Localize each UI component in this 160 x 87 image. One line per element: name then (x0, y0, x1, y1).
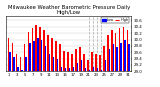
Bar (69, 68, 70, 71)
Bar (73, 67, 74, 71)
Bar (33, 41, 35, 71)
Bar (40, 27, 41, 71)
Bar (77, 63, 78, 71)
Bar (41, 39, 43, 71)
Bar (37, 38, 39, 71)
Bar (107, 35, 108, 71)
Bar (13, 57, 15, 71)
Bar (53, 57, 54, 71)
Bar (51, 38, 53, 71)
Bar (85, 68, 86, 71)
Bar (49, 54, 50, 71)
Legend: Low, High: Low, High (101, 17, 129, 23)
Bar (63, 51, 65, 71)
Bar (55, 41, 57, 71)
Bar (123, 27, 124, 71)
Bar (32, 28, 33, 71)
Title: Milwaukee Weather Barometric Pressure Daily High/Low: Milwaukee Weather Barometric Pressure Da… (8, 5, 130, 15)
Bar (57, 59, 58, 71)
Bar (127, 30, 128, 71)
Bar (8, 38, 9, 71)
Bar (112, 44, 114, 71)
Bar (79, 48, 81, 71)
Bar (87, 60, 89, 71)
Bar (21, 70, 23, 71)
Bar (59, 44, 61, 71)
Bar (44, 30, 45, 71)
Bar (71, 54, 73, 71)
Bar (83, 54, 85, 71)
Bar (75, 49, 77, 71)
Bar (89, 70, 90, 71)
Bar (108, 49, 110, 71)
Bar (28, 32, 29, 71)
Bar (91, 52, 93, 71)
Bar (65, 68, 66, 71)
Bar (128, 44, 130, 71)
Bar (111, 30, 112, 71)
Bar (16, 54, 17, 71)
Bar (119, 28, 120, 71)
Bar (99, 55, 101, 71)
Bar (36, 25, 37, 71)
Bar (97, 68, 98, 71)
Bar (25, 57, 27, 71)
Bar (12, 43, 13, 71)
Bar (101, 70, 102, 71)
Bar (124, 39, 126, 71)
Bar (61, 67, 62, 71)
Bar (17, 67, 19, 71)
Bar (120, 43, 122, 71)
Bar (105, 60, 106, 71)
Bar (67, 52, 69, 71)
Bar (115, 33, 116, 71)
Bar (47, 35, 49, 71)
Bar (103, 46, 105, 71)
Bar (9, 52, 11, 71)
Bar (116, 48, 118, 71)
Bar (45, 46, 46, 71)
Bar (29, 43, 31, 71)
Bar (24, 44, 25, 71)
Bar (93, 67, 94, 71)
Bar (95, 54, 97, 71)
Bar (20, 57, 21, 71)
Bar (81, 60, 82, 71)
